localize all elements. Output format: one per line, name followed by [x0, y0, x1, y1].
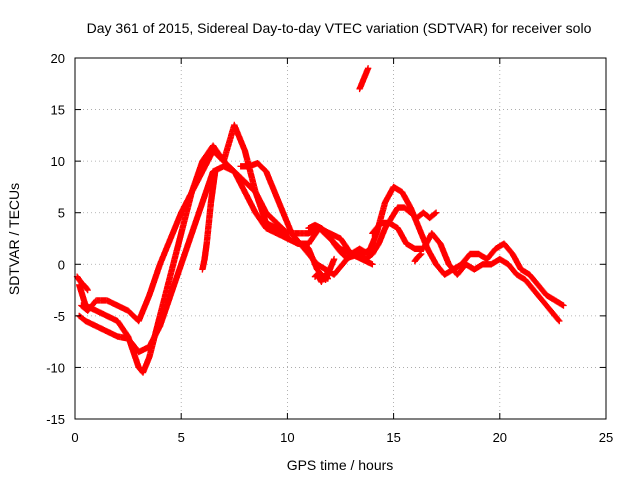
- series-track-6: [305, 204, 440, 263]
- y-tick-label: 20: [51, 51, 65, 66]
- x-axis-title: GPS time / hours: [287, 457, 394, 473]
- y-tick-label: 15: [51, 103, 65, 118]
- series-track-11: [411, 250, 425, 265]
- y-axis-title: SDTVAR / TECUs: [6, 183, 22, 295]
- y-tick-label: 0: [58, 257, 65, 272]
- series-track-9: [356, 65, 372, 93]
- plot-frame: [74, 57, 607, 420]
- y-tick-label: 5: [58, 206, 65, 221]
- series-track-12: [311, 271, 331, 285]
- plus-markers: [356, 65, 372, 93]
- x-tick-labels: 0 5 10 15 20 25: [71, 430, 613, 445]
- x-tick-label: 15: [386, 430, 400, 445]
- y-tick-label: 10: [51, 154, 65, 169]
- y-tick-label: -5: [53, 309, 65, 324]
- x-tick-label: 0: [71, 430, 78, 445]
- y-tick-labels: -15 -10 -5 0 5 10 15 20: [46, 51, 65, 427]
- ticks: [74, 57, 607, 420]
- series-track-8: [199, 168, 219, 273]
- plus-markers: [199, 168, 219, 273]
- plus-markers: [73, 273, 91, 294]
- plus-markers: [311, 271, 331, 285]
- plus-markers: [305, 204, 440, 263]
- chart-title: Day 361 of 2015, Sidereal Day-to-day VTE…: [87, 20, 592, 36]
- data-marks: [73, 65, 567, 376]
- series-track-10: [73, 273, 91, 294]
- x-tick-label: 5: [178, 430, 185, 445]
- y-tick-label: -10: [46, 360, 65, 375]
- x-tick-label: 25: [599, 430, 613, 445]
- plus-markers: [411, 250, 425, 265]
- y-tick-label: -15: [46, 412, 65, 427]
- series-track-5: [369, 219, 563, 325]
- x-tick-label: 10: [280, 430, 294, 445]
- x-tick-label: 20: [493, 430, 507, 445]
- plus-markers: [369, 219, 563, 325]
